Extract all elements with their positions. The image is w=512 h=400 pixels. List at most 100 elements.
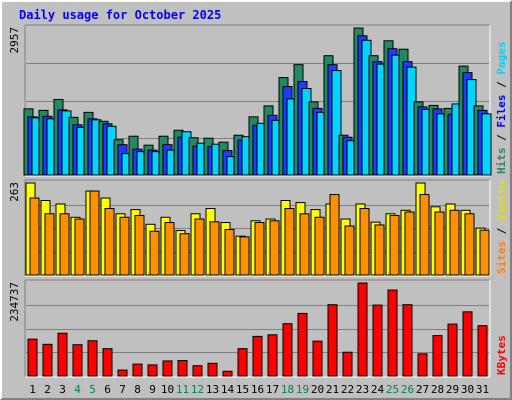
bar-kbytes (312, 340, 323, 377)
bar-kbytes (42, 343, 53, 377)
bar-kbytes (402, 304, 413, 377)
bar-kbytes (237, 348, 248, 377)
x-tick-label: 5 (89, 383, 96, 396)
legend-separator: / (495, 221, 508, 241)
x-tick-label: 27 (416, 383, 429, 396)
x-tick-label: 13 (206, 383, 219, 396)
bar-visits (119, 216, 130, 276)
series-legend: Hits / Files / Pages (495, 42, 508, 175)
bar-visits (59, 213, 70, 276)
x-tick-label: 22 (341, 383, 354, 396)
panel-sites-visits: 263 Sites / Visits (8, 179, 508, 277)
x-tick-label: 6 (104, 383, 111, 396)
bar-visits (149, 230, 160, 276)
bar-visits (344, 225, 355, 276)
bar-visits (194, 218, 205, 276)
bar-kbytes (372, 304, 383, 377)
y-max-label: 234737 (8, 282, 21, 322)
bar-visits (74, 218, 85, 276)
bar-visits (269, 220, 280, 276)
bar-kbytes (87, 340, 98, 377)
bar-kbytes (177, 360, 188, 377)
bar-kbytes (57, 332, 68, 377)
legend-pages: Pages (495, 42, 508, 75)
series-legend: KBytes (495, 335, 508, 375)
x-tick-label: 16 (251, 383, 264, 396)
bar-visits (254, 222, 265, 276)
bar-visits (299, 213, 310, 276)
bar-visits (164, 222, 175, 276)
bar-kbytes (282, 323, 293, 377)
bar-visits (239, 236, 250, 276)
bar-kbytes (192, 365, 203, 377)
panel-kbytes: 234737 KBytes (8, 279, 508, 378)
bar-kbytes (117, 369, 128, 377)
bar-visits (359, 208, 370, 276)
legend-visits: Visits (495, 181, 508, 221)
bar-kbytes (477, 325, 488, 377)
x-tick-label: 28 (431, 383, 444, 396)
bar-pages (481, 113, 492, 176)
bar-kbytes (447, 323, 458, 377)
bars-sites-visits (25, 182, 490, 276)
legend-kbytes: KBytes (495, 335, 508, 375)
legend-sites: Sites (495, 241, 508, 274)
bar-visits (179, 233, 190, 276)
bar-kbytes (252, 335, 263, 377)
bar-visits (209, 221, 220, 276)
bar-visits (329, 194, 340, 276)
x-tick-label: 15 (236, 383, 249, 396)
x-tick-label: 24 (371, 383, 385, 396)
bar-kbytes (327, 304, 338, 377)
y-max-label: 2957 (8, 27, 21, 54)
bar-visits (419, 194, 430, 276)
bar-pages (331, 70, 342, 176)
x-tick-label: 11 (176, 383, 189, 396)
bar-kbytes (132, 363, 143, 377)
bar-kbytes (417, 353, 428, 377)
bar-kbytes (147, 364, 158, 377)
x-tick-label: 18 (281, 383, 294, 396)
bar-kbytes (207, 362, 218, 377)
chart-title: Daily usage for October 2025 (19, 8, 221, 22)
series-legend: Sites / Visits (495, 181, 508, 274)
bar-visits (89, 190, 100, 276)
bar-kbytes (162, 360, 173, 377)
bar-visits (224, 229, 235, 276)
legend-separator: / (495, 75, 508, 95)
bar-visits (104, 208, 115, 276)
bar-kbytes (357, 282, 368, 377)
x-tick-label: 30 (461, 383, 474, 396)
y-max-label: 263 (8, 182, 21, 202)
bars-kbytes (27, 282, 488, 377)
legend-files: Files (495, 95, 508, 128)
bar-visits (374, 224, 385, 276)
bar-visits (449, 209, 460, 276)
bars-hits-files-pages (23, 27, 492, 176)
bar-visits (389, 215, 400, 276)
x-tick-label: 2 (44, 383, 51, 396)
legend-hits: Hits (495, 148, 508, 175)
x-tick-label: 9 (149, 383, 156, 396)
x-tick-label: 8 (134, 383, 141, 396)
x-tick-label: 20 (311, 383, 324, 396)
x-tick-label: 29 (446, 383, 459, 396)
bar-kbytes (222, 370, 233, 377)
bar-kbytes (72, 344, 83, 377)
bar-visits (29, 197, 40, 276)
x-tick-label: 14 (221, 383, 235, 396)
x-tick-label: 12 (191, 383, 204, 396)
x-tick-label: 25 (386, 383, 399, 396)
bar-visits (314, 216, 325, 276)
bar-visits (464, 213, 475, 276)
x-tick-label: 17 (266, 383, 279, 396)
bar-visits (434, 211, 445, 276)
bar-kbytes (27, 338, 38, 377)
bar-kbytes (342, 351, 353, 377)
bar-kbytes (267, 334, 278, 377)
bar-visits (284, 208, 295, 276)
x-tick-label: 3 (59, 383, 66, 396)
x-tick-label: 4 (74, 383, 81, 396)
bar-visits (134, 215, 145, 276)
x-tick-label: 1 (29, 383, 36, 396)
